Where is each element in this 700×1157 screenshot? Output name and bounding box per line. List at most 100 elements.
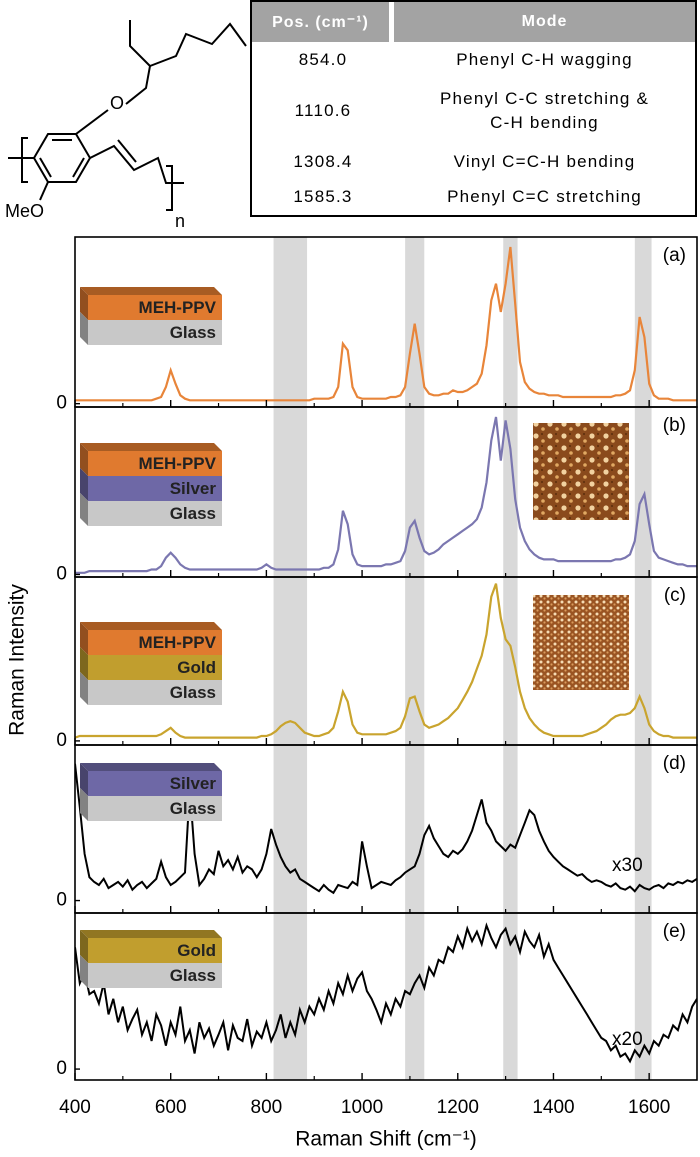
- panel-label: (b): [663, 415, 686, 436]
- layer-front-face: [88, 320, 222, 345]
- spectrum-line: [75, 763, 697, 895]
- layer-side-face: [80, 930, 88, 963]
- layer-top-face: [80, 287, 222, 295]
- layer-label: MEH-PPV: [139, 633, 217, 652]
- y-tick-label: 0: [56, 564, 67, 585]
- panel-label: (a): [663, 245, 686, 266]
- layer-front-face: [88, 771, 222, 796]
- layer-side-face: [80, 312, 88, 345]
- table-cell: 854.0: [298, 49, 348, 69]
- layer-side-face: [80, 468, 88, 501]
- butyl-chain: [149, 22, 247, 67]
- layer-front-face: [88, 963, 222, 988]
- layer-label: Glass: [170, 504, 216, 523]
- afm-inset: [533, 595, 629, 690]
- layer-label: MEH-PPV: [139, 454, 217, 473]
- x-tick-label: 400: [59, 1097, 91, 1118]
- overlay: 0 (a) MEH-PPV Glass 0 (b) MEH-PPV Silver Glass 0 (…: [6, 236, 698, 1151]
- mode-table: Pos. (cm⁻¹) Mode 854.0 Phenyl C-H wagging…: [250, 0, 697, 217]
- table-cell: 1110.6: [294, 100, 352, 120]
- layer-front-face: [88, 680, 222, 705]
- atom-label: O: [110, 93, 124, 113]
- x-tick-label: 1200: [437, 1097, 479, 1118]
- table-row: 1110.6 Phenyl C-C stretching & C-H bendin…: [252, 78, 695, 144]
- panel-frame: [74, 912, 698, 1081]
- layer-front-face: [88, 938, 222, 963]
- layer-side-face: [80, 647, 88, 680]
- x-tick-label: 1000: [341, 1097, 383, 1118]
- layer-label: Gold: [177, 941, 216, 960]
- vinyl-double-bond: [117, 139, 137, 163]
- repeat-label: n: [175, 211, 185, 231]
- layer-side-face: [80, 622, 88, 655]
- layer-side-face: [80, 443, 88, 476]
- layer-front-face: [88, 630, 222, 655]
- panel-label: (c): [664, 585, 686, 606]
- bands: [273, 237, 652, 1080]
- x-axis-label: Raman Shift (cm⁻¹): [295, 1128, 476, 1151]
- layer-side-face: [80, 788, 88, 821]
- table-row: 1308.4 Vinyl C=C-H bending: [252, 144, 695, 180]
- table-cell: Phenyl C-H wagging: [456, 49, 633, 69]
- table-row: 854.0 Phenyl C-H wagging: [252, 42, 695, 78]
- ethyl-chain: [125, 20, 152, 105]
- layer-side-face: [80, 955, 88, 988]
- layer-label: MEH-PPV: [139, 298, 217, 317]
- table-body: 854.0 Phenyl C-H wagging 1110.6 Phenyl C-C …: [252, 42, 695, 215]
- layer-front-face: [88, 295, 222, 320]
- molecule-structure: [8, 20, 247, 211]
- layer-label: Gold: [177, 658, 216, 677]
- bond: [75, 109, 109, 135]
- header-cell: Mode: [394, 2, 695, 42]
- layer-front-face: [88, 655, 222, 680]
- bracket: [21, 137, 28, 183]
- layer-label: Glass: [170, 683, 216, 702]
- spectrum-line: [75, 416, 697, 574]
- layer-side-face: [80, 287, 88, 320]
- spectrum-line: [75, 246, 697, 402]
- x-tick-label: 1600: [628, 1097, 670, 1118]
- layer-top-face: [80, 443, 222, 451]
- panel-label: (d): [663, 753, 686, 774]
- layer-front-face: [88, 476, 222, 501]
- table-cell: 1308.4: [293, 151, 353, 171]
- y-tick-label: 0: [56, 890, 67, 911]
- layer-side-face: [80, 672, 88, 705]
- layer-label: Glass: [170, 966, 216, 985]
- header-cell: Pos. (cm⁻¹): [252, 2, 394, 42]
- layer-label: Silver: [170, 479, 217, 498]
- layer-top-face: [80, 622, 222, 630]
- layer-front-face: [88, 451, 222, 476]
- bond: [39, 181, 49, 201]
- y-tick-label: 0: [56, 1058, 67, 1079]
- layer-label: Silver: [170, 774, 217, 793]
- y-tick-label: 0: [56, 393, 67, 414]
- layer-top-face: [80, 930, 222, 938]
- y-axis-label: Raman Intensity: [6, 584, 29, 736]
- shaded-band: [273, 237, 308, 1080]
- ring-double-bond: [39, 157, 52, 178]
- afm-inset: [533, 423, 629, 520]
- scale-annotation: x30: [612, 855, 643, 876]
- layer-front-face: [88, 501, 222, 526]
- panel-label: (e): [663, 921, 686, 942]
- x-tick-label: 800: [251, 1097, 283, 1118]
- table-cell: 1585.3: [293, 187, 353, 207]
- y-tick-label: 0: [56, 730, 67, 751]
- spectrum-line: [75, 583, 697, 739]
- table-row: 1585.3 Phenyl C=C stretching: [252, 179, 695, 215]
- layer-label: Glass: [170, 799, 216, 818]
- group-label: MeO: [5, 201, 44, 221]
- shaded-band: [634, 237, 652, 1080]
- benzene-ring: [32, 133, 92, 183]
- shaded-band: [503, 237, 518, 1080]
- table-cell: Phenyl C=C stretching: [447, 187, 642, 207]
- table-cell: Vinyl C=C-H bending: [453, 151, 636, 171]
- vinylene-bond: [89, 144, 184, 184]
- layer-side-face: [80, 763, 88, 796]
- layer-front-face: [88, 796, 222, 821]
- bracket: [166, 165, 173, 211]
- layer-side-face: [80, 493, 88, 526]
- scale-annotation: x20: [612, 1029, 643, 1050]
